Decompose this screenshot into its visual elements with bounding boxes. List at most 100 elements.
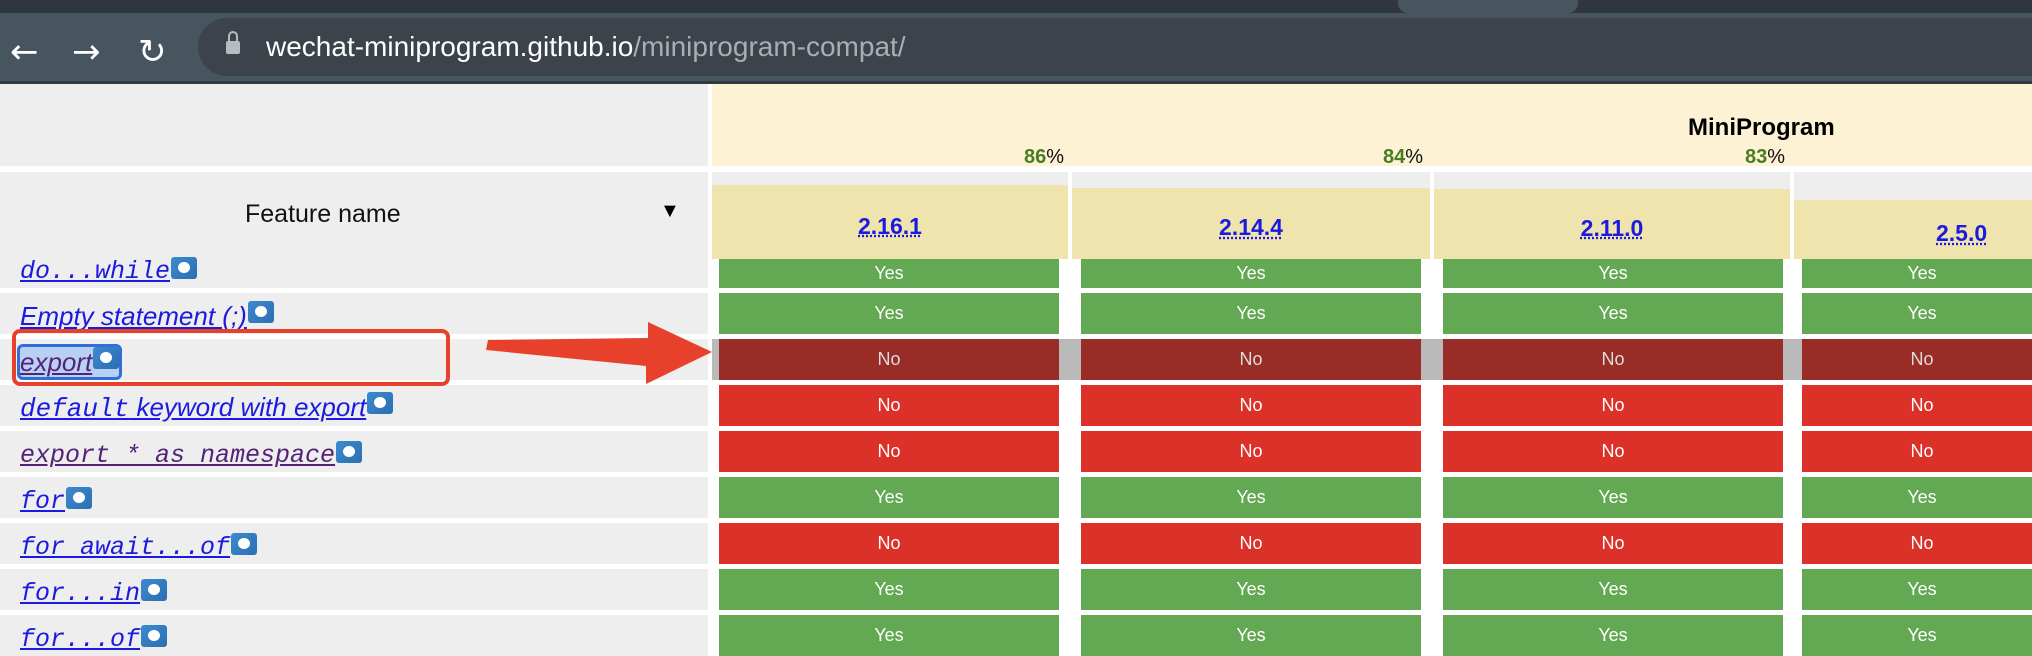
browser-toolbar: ← → ↻ wechat-miniprogram.github.io/minip…: [0, 13, 2032, 84]
mdn-icon[interactable]: [141, 579, 168, 601]
back-arrow-icon[interactable]: ←: [10, 32, 39, 72]
annotation-arrow-icon: [486, 322, 712, 384]
feature-link[interactable]: Empty statement (;): [20, 301, 274, 332]
mdn-icon[interactable]: [336, 441, 363, 463]
mdn-icon[interactable]: [247, 301, 274, 323]
support-cell-yes: Yes: [719, 569, 1059, 610]
feature-link[interactable]: default keyword with export: [20, 392, 394, 424]
support-cell-yes: Yes: [1081, 477, 1421, 518]
feature-link[interactable]: for...of: [20, 625, 168, 654]
support-cell-yes: Yes: [1802, 615, 2032, 656]
table-row: for await...of No No No No: [0, 523, 2032, 564]
url-path: /miniprogram-compat/: [633, 31, 906, 62]
support-cell-no: No: [719, 523, 1059, 564]
tab-strip: [0, 0, 2032, 13]
version-header: 2.14.4: [1072, 172, 1430, 259]
table-row: for Yes Yes Yes Yes: [0, 477, 2032, 518]
feature-text: for...of: [20, 625, 141, 654]
feature-text: Empty statement (;): [20, 301, 247, 331]
table-row: default keyword with export No No No No: [0, 385, 2032, 426]
support-cell-no: No: [1081, 431, 1421, 472]
forward-arrow-icon[interactable]: →: [72, 32, 101, 72]
support-cell-yes: Yes: [1081, 293, 1421, 334]
feature-link[interactable]: for await...of: [20, 533, 258, 562]
version-link[interactable]: 2.14.4: [1219, 214, 1283, 240]
support-cell-no: No: [1443, 385, 1783, 426]
address-bar[interactable]: wechat-miniprogram.github.io/miniprogram…: [198, 18, 2032, 76]
reload-icon[interactable]: ↻: [138, 32, 167, 72]
table-row: for...of Yes Yes Yes Yes: [0, 615, 2032, 656]
support-cell-yes: Yes: [719, 259, 1059, 288]
support-cell-yes: Yes: [1802, 293, 2032, 334]
support-cell-no: No: [1802, 385, 2032, 426]
percent-2-16-1: 86%: [1024, 146, 1065, 168]
url-host: wechat-miniprogram.github.io: [266, 31, 634, 62]
url-text[interactable]: wechat-miniprogram.github.io/miniprogram…: [266, 31, 906, 63]
version-link[interactable]: 2.5.0: [1936, 220, 1988, 246]
feature-code: default: [20, 394, 130, 424]
mdn-icon[interactable]: [141, 625, 168, 647]
feature-text: for...in: [20, 579, 141, 608]
feature-name-label: Feature name: [245, 200, 401, 228]
version-header: 2.5.0: [1794, 172, 2032, 259]
support-cell-no: No: [719, 431, 1059, 472]
version-link[interactable]: 2.16.1: [858, 212, 922, 239]
table-row: do...while Yes Yes Yes Yes: [0, 257, 2032, 288]
feature-text: export * as namespace: [20, 441, 336, 470]
feature-link[interactable]: do...while: [20, 257, 198, 286]
support-cell-yes: Yes: [1081, 615, 1421, 656]
feature-text: for: [20, 487, 66, 516]
support-cell-no: No: [1443, 431, 1783, 472]
version-header: 2.16.1: [712, 172, 1068, 259]
feature-text: keyword with export: [129, 392, 367, 422]
group-header: [712, 84, 2032, 166]
support-cell-yes: Yes: [1443, 615, 1783, 656]
support-cell-no: No: [719, 385, 1059, 426]
table-row: for...in Yes Yes Yes Yes: [0, 569, 2032, 610]
feature-link[interactable]: export: [16, 344, 123, 380]
active-tab-gap: [1398, 0, 1578, 13]
support-cell-no: No: [1443, 523, 1783, 564]
version-header: 2.11.0: [1434, 172, 1790, 259]
mdn-icon[interactable]: [66, 487, 93, 509]
percent-2-14-4: 84%: [1383, 146, 1424, 168]
feature-name-header[interactable]: [0, 172, 708, 259]
feature-text: do...while: [20, 257, 171, 286]
table-row: Empty statement (;) Yes Yes Yes Yes: [0, 293, 2032, 334]
support-cell-yes: Yes: [1081, 259, 1421, 288]
lock-icon[interactable]: [226, 31, 240, 54]
support-cell-no: No: [1081, 523, 1421, 564]
support-cell-yes: Yes: [1081, 569, 1421, 610]
support-cell-yes: Yes: [1802, 569, 2032, 610]
support-cell-no: No: [1802, 431, 2032, 472]
support-cell-no: No: [719, 339, 1059, 380]
support-cell-no: No: [1081, 385, 1421, 426]
mdn-icon[interactable]: [367, 392, 394, 414]
support-cell-no: No: [1443, 339, 1783, 380]
support-cell-yes: Yes: [1802, 259, 2032, 288]
mdn-icon[interactable]: [93, 347, 120, 369]
version-link[interactable]: 2.11.0: [1580, 214, 1644, 241]
feature-link[interactable]: for: [20, 487, 93, 516]
feature-link[interactable]: export * as namespace: [20, 441, 363, 470]
feature-cell: [0, 569, 708, 610]
feature-cell: [0, 259, 708, 288]
table-row: export * as namespace No No No No: [0, 431, 2032, 472]
support-cell-yes: Yes: [719, 615, 1059, 656]
support-cell-yes: Yes: [1443, 293, 1783, 334]
mdn-icon[interactable]: [231, 533, 258, 555]
header-spacer: [0, 84, 708, 166]
feature-cell: [0, 523, 708, 564]
annotation-rectangle: [12, 329, 450, 386]
support-cell-yes: Yes: [1443, 477, 1783, 518]
support-cell-yes: Yes: [1802, 477, 2032, 518]
support-cell-no: No: [1802, 523, 2032, 564]
group-title: MiniProgram: [1688, 114, 1835, 141]
feature-cell: [0, 477, 708, 518]
feature-text: for await...of: [20, 533, 231, 562]
sort-triangle-icon[interactable]: ▼: [660, 200, 680, 222]
support-cell-yes: Yes: [1443, 569, 1783, 610]
feature-cell: [0, 293, 708, 334]
feature-link[interactable]: for...in: [20, 579, 168, 608]
mdn-icon[interactable]: [171, 257, 198, 279]
